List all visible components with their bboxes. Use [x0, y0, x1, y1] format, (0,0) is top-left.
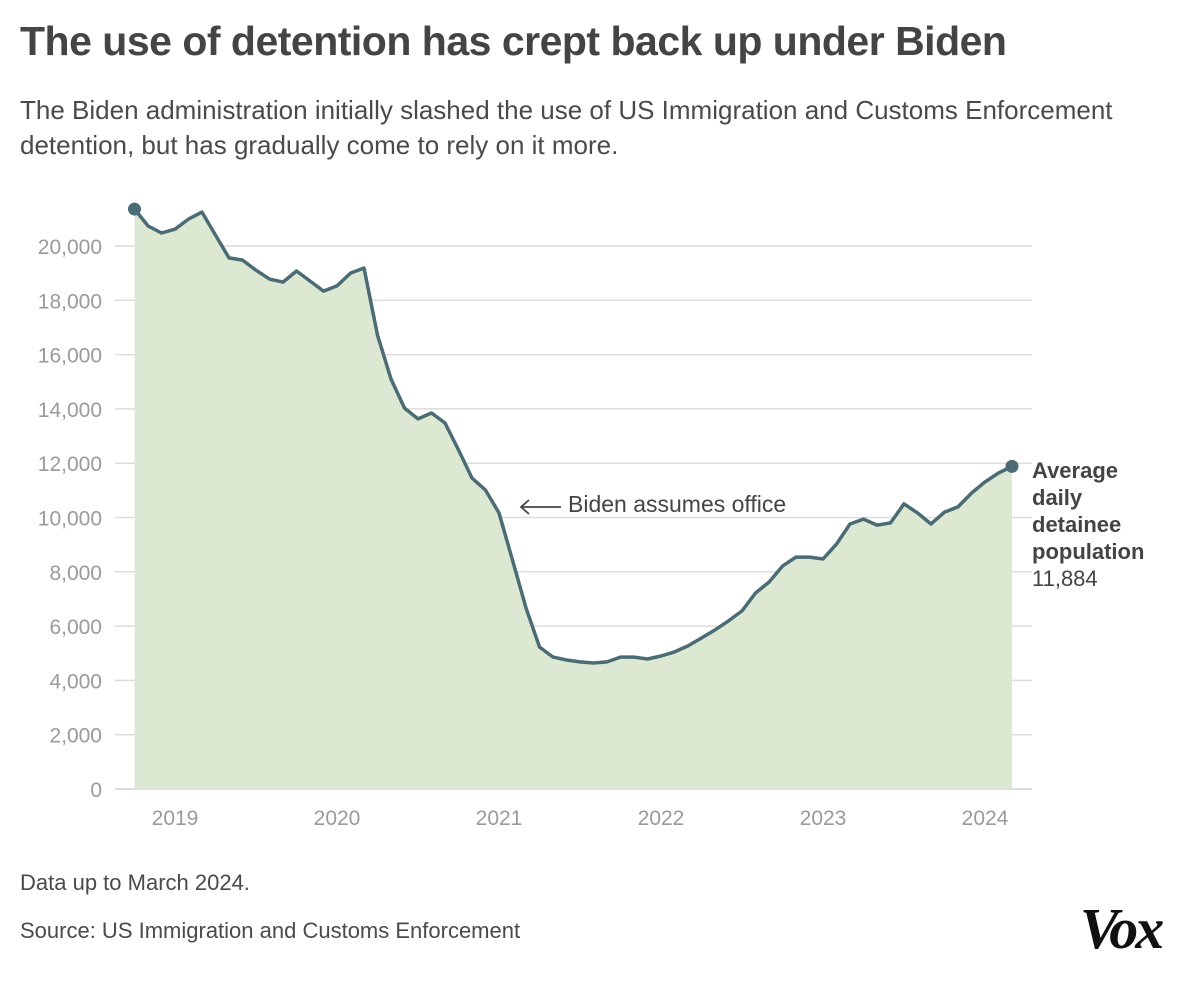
x-tick-label: 2021 — [476, 807, 523, 830]
x-tick-label: 2022 — [638, 807, 685, 830]
vox-logo: Vox — [1080, 896, 1164, 961]
chart-title: The use of detention has crept back up u… — [20, 18, 1007, 64]
source-note: Source: US Immigration and Customs Enfor… — [20, 918, 521, 943]
y-tick-label: 16,000 — [38, 345, 102, 368]
y-tick-label: 14,000 — [38, 399, 102, 422]
data-note: Data up to March 2024. — [20, 870, 250, 895]
y-tick-label: 2,000 — [49, 725, 102, 748]
end-label-line: Average — [1032, 458, 1118, 483]
x-tick-label: 2024 — [962, 807, 1009, 830]
x-tick-label: 2023 — [800, 807, 847, 830]
end-label: Average daily detainee population 11,884 — [1032, 458, 1144, 591]
y-tick-label: 18,000 — [38, 290, 102, 313]
end-label-line: population — [1032, 539, 1144, 564]
y-tick-label: 12,000 — [38, 453, 102, 476]
annotation-text: Biden assumes office — [568, 491, 786, 517]
end-label-line: detainee — [1032, 512, 1121, 537]
chart-subtitle: The Biden administration initially slash… — [20, 95, 1113, 160]
area-fill — [134, 209, 1012, 790]
y-tick-label: 0 — [90, 779, 102, 802]
y-tick-label: 6,000 — [49, 616, 102, 639]
end-label-value: 11,884 — [1032, 566, 1098, 591]
y-tick-label: 10,000 — [38, 508, 102, 531]
y-tick-label: 8,000 — [49, 562, 102, 585]
annotation-arrow-head — [519, 499, 530, 515]
annotation-biden: Biden assumes office — [519, 491, 786, 517]
series-line — [133, 208, 1013, 665]
endpoint-marker — [1005, 459, 1019, 473]
x-tick-label: 2020 — [314, 807, 361, 830]
x-tick-label: 2019 — [152, 807, 199, 830]
y-tick-label: 4,000 — [49, 670, 102, 693]
y-tick-label: 20,000 — [38, 236, 102, 259]
endpoint-marker — [128, 202, 141, 216]
end-label-line: daily — [1032, 485, 1083, 510]
